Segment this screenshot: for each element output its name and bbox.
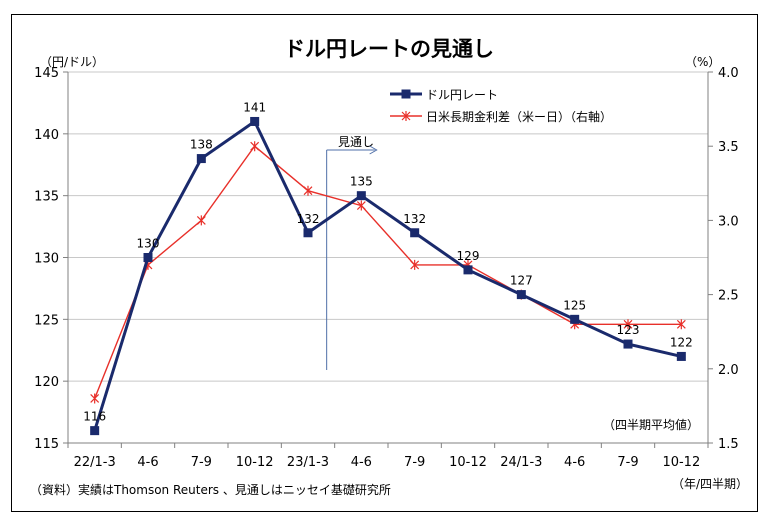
right-tick-label: 4.0 xyxy=(718,66,739,81)
left-tick-label: 125 xyxy=(34,313,59,328)
usdjpy-data-label: 125 xyxy=(563,298,586,312)
spread-point xyxy=(356,200,366,211)
forecast-label: 見通し xyxy=(338,135,374,149)
x-tick-label: 22/1-3 xyxy=(74,455,116,470)
x-tick-label: 4-6 xyxy=(564,455,585,470)
usdjpy-point xyxy=(196,154,206,164)
spread-point xyxy=(196,215,206,226)
right-tick-label: 2.5 xyxy=(718,289,739,304)
spread-point xyxy=(303,185,313,196)
left-axis-unit: （円/ドル） xyxy=(40,55,104,69)
x-tick-label: 7-9 xyxy=(191,455,212,470)
usdjpy-data-label: 135 xyxy=(350,175,373,189)
legend-point-spread xyxy=(401,111,411,121)
usdjpy-point xyxy=(516,290,526,300)
usdjpy-point xyxy=(676,351,686,361)
right-tick-label: 3.0 xyxy=(718,214,739,229)
spread-point xyxy=(676,319,686,330)
left-tick-label: 135 xyxy=(34,190,59,205)
x-tick-label: 7-9 xyxy=(404,455,425,470)
right-tick-label: 3.5 xyxy=(718,140,739,155)
legend-label-usdjpy: ドル円レート xyxy=(426,88,498,102)
usdjpy-data-label: 132 xyxy=(403,212,426,226)
spread-point xyxy=(90,393,100,404)
usdjpy-point xyxy=(463,265,473,275)
usdjpy-data-label: 129 xyxy=(457,249,480,263)
usdjpy-point xyxy=(410,228,420,238)
spread-point xyxy=(250,141,260,152)
usdjpy-series-line xyxy=(93,119,682,432)
usdjpy-point xyxy=(303,228,313,238)
right-axis-unit: （%） xyxy=(685,55,720,69)
x-tick-label: 10-12 xyxy=(662,455,700,470)
x-tick-label: 10-12 xyxy=(236,455,274,470)
left-tick-label: 120 xyxy=(34,375,59,390)
forecast-arrow-head xyxy=(369,145,378,155)
legend-label-spread: 日米長期金利差（米ー日）（右軸） xyxy=(426,109,612,124)
left-tick-label: 145 xyxy=(34,66,59,81)
usdjpy-point xyxy=(143,253,153,262)
x-tick-label: 4-6 xyxy=(351,455,372,470)
x-tick-label: 10-12 xyxy=(449,455,487,470)
left-tick-label: 115 xyxy=(34,437,59,452)
left-tick-label: 140 xyxy=(34,128,59,143)
usdjpy-point xyxy=(250,116,260,126)
x-tick-label: 4-6 xyxy=(137,455,158,470)
chart-title: ドル円レートの見通し xyxy=(284,37,494,61)
usdjpy-data-label: 122 xyxy=(670,335,693,349)
spread-point xyxy=(623,319,633,330)
usdjpy-data-label: 127 xyxy=(510,274,533,288)
average-note: （四半期平均値） xyxy=(603,417,699,432)
usdjpy-point xyxy=(90,426,100,436)
x-axis-unit: （年/四半期） xyxy=(672,477,748,491)
usdjpy-data-label: 132 xyxy=(297,212,320,226)
x-tick-label: 24/1-3 xyxy=(500,455,542,470)
usdjpy-point xyxy=(356,191,366,201)
x-tick-label: 23/1-3 xyxy=(287,455,329,470)
left-tick-label: 130 xyxy=(34,252,59,267)
usdjpy-point xyxy=(623,339,633,349)
spread-series-line xyxy=(94,145,682,399)
legend-point-usdjpy xyxy=(401,89,411,99)
spread-point xyxy=(410,259,420,270)
right-tick-label: 1.5 xyxy=(718,437,739,452)
usdjpy-point xyxy=(570,314,580,324)
usdjpy-data-label: 130 xyxy=(137,237,160,251)
right-tick-label: 2.0 xyxy=(718,363,739,378)
x-tick-label: 7-9 xyxy=(617,455,638,470)
chart-frame xyxy=(11,14,758,512)
source-note: （資料）実績はThomson Reuters 、見通しはニッセイ基礎研究所 xyxy=(30,482,391,497)
usdjpy-data-label: 141 xyxy=(243,100,266,114)
usdjpy-data-label: 123 xyxy=(617,323,640,337)
usdjpy-data-label: 138 xyxy=(190,138,213,152)
usdjpy-data-label: 116 xyxy=(83,410,106,424)
